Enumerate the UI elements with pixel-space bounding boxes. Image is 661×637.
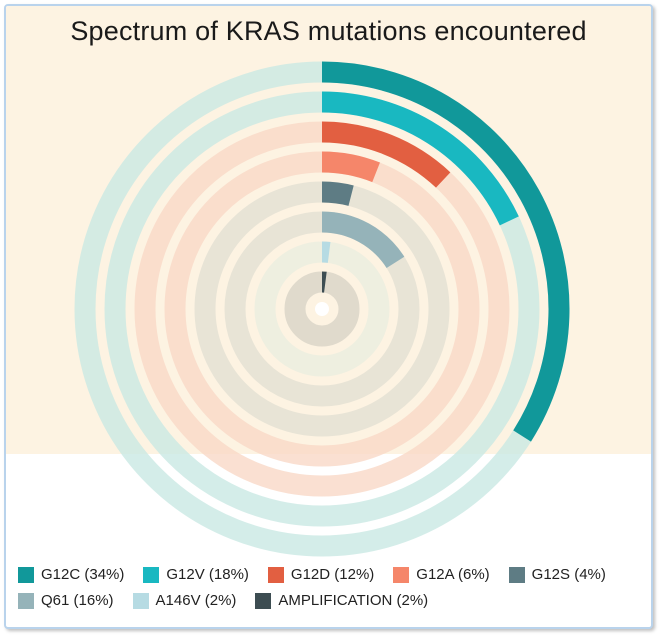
legend-swatch [508,566,525,583]
center-hole [315,302,329,316]
legend-label: A146V (2%) [155,592,237,609]
legend-item-q61: Q61 (16%) [18,592,114,609]
ring-bar-g12c [321,61,570,442]
ring-bar-g12v [321,91,519,226]
legend-item-g12a: G12A (6%) [393,566,490,583]
legend-swatch [393,566,410,583]
legend-item-amplification: AMPLIFICATION (2%) [255,592,428,609]
legend-swatch [18,592,34,609]
radial-bar-chart [74,61,570,557]
legend-label: AMPLIFICATION (2%) [278,592,429,609]
legend-item-a146v: A146V (2%) [132,592,237,609]
legend-label: G12V (18%) [166,566,249,583]
legend-label: G12A (6%) [416,566,490,583]
legend-item-g12d: G12D (12%) [267,566,375,583]
legend-item-g12c: G12C (34%) [18,566,124,583]
chart-legend: G12C (34%) G12V (18%) G12D (12%) G12A (6%) G… [18,566,648,609]
ring-bar-g12s [321,181,354,206]
ring-bar-g12a [321,151,380,183]
ring-bar-q61 [321,211,405,269]
chart-frame: Spectrum of KRAS mutations encountered G… [4,4,653,629]
legend-item-g12v: G12V (18%) [143,566,249,583]
legend-swatch [255,592,272,609]
legend-item-g12s: G12S (4%) [508,566,606,583]
ring-bar-g12d [321,121,451,188]
chart-title: Spectrum of KRAS mutations encountered [70,16,587,46]
legend-label: G12D (12%) [290,566,375,583]
legend-swatch [267,566,284,583]
legend-swatch [143,566,160,583]
legend-swatch [132,592,149,609]
legend-swatch [18,566,34,583]
legend-label: Q61 (16%) [41,592,114,609]
legend-label: G12S (4%) [531,566,606,583]
legend-label: G12C (34%) [41,566,125,583]
